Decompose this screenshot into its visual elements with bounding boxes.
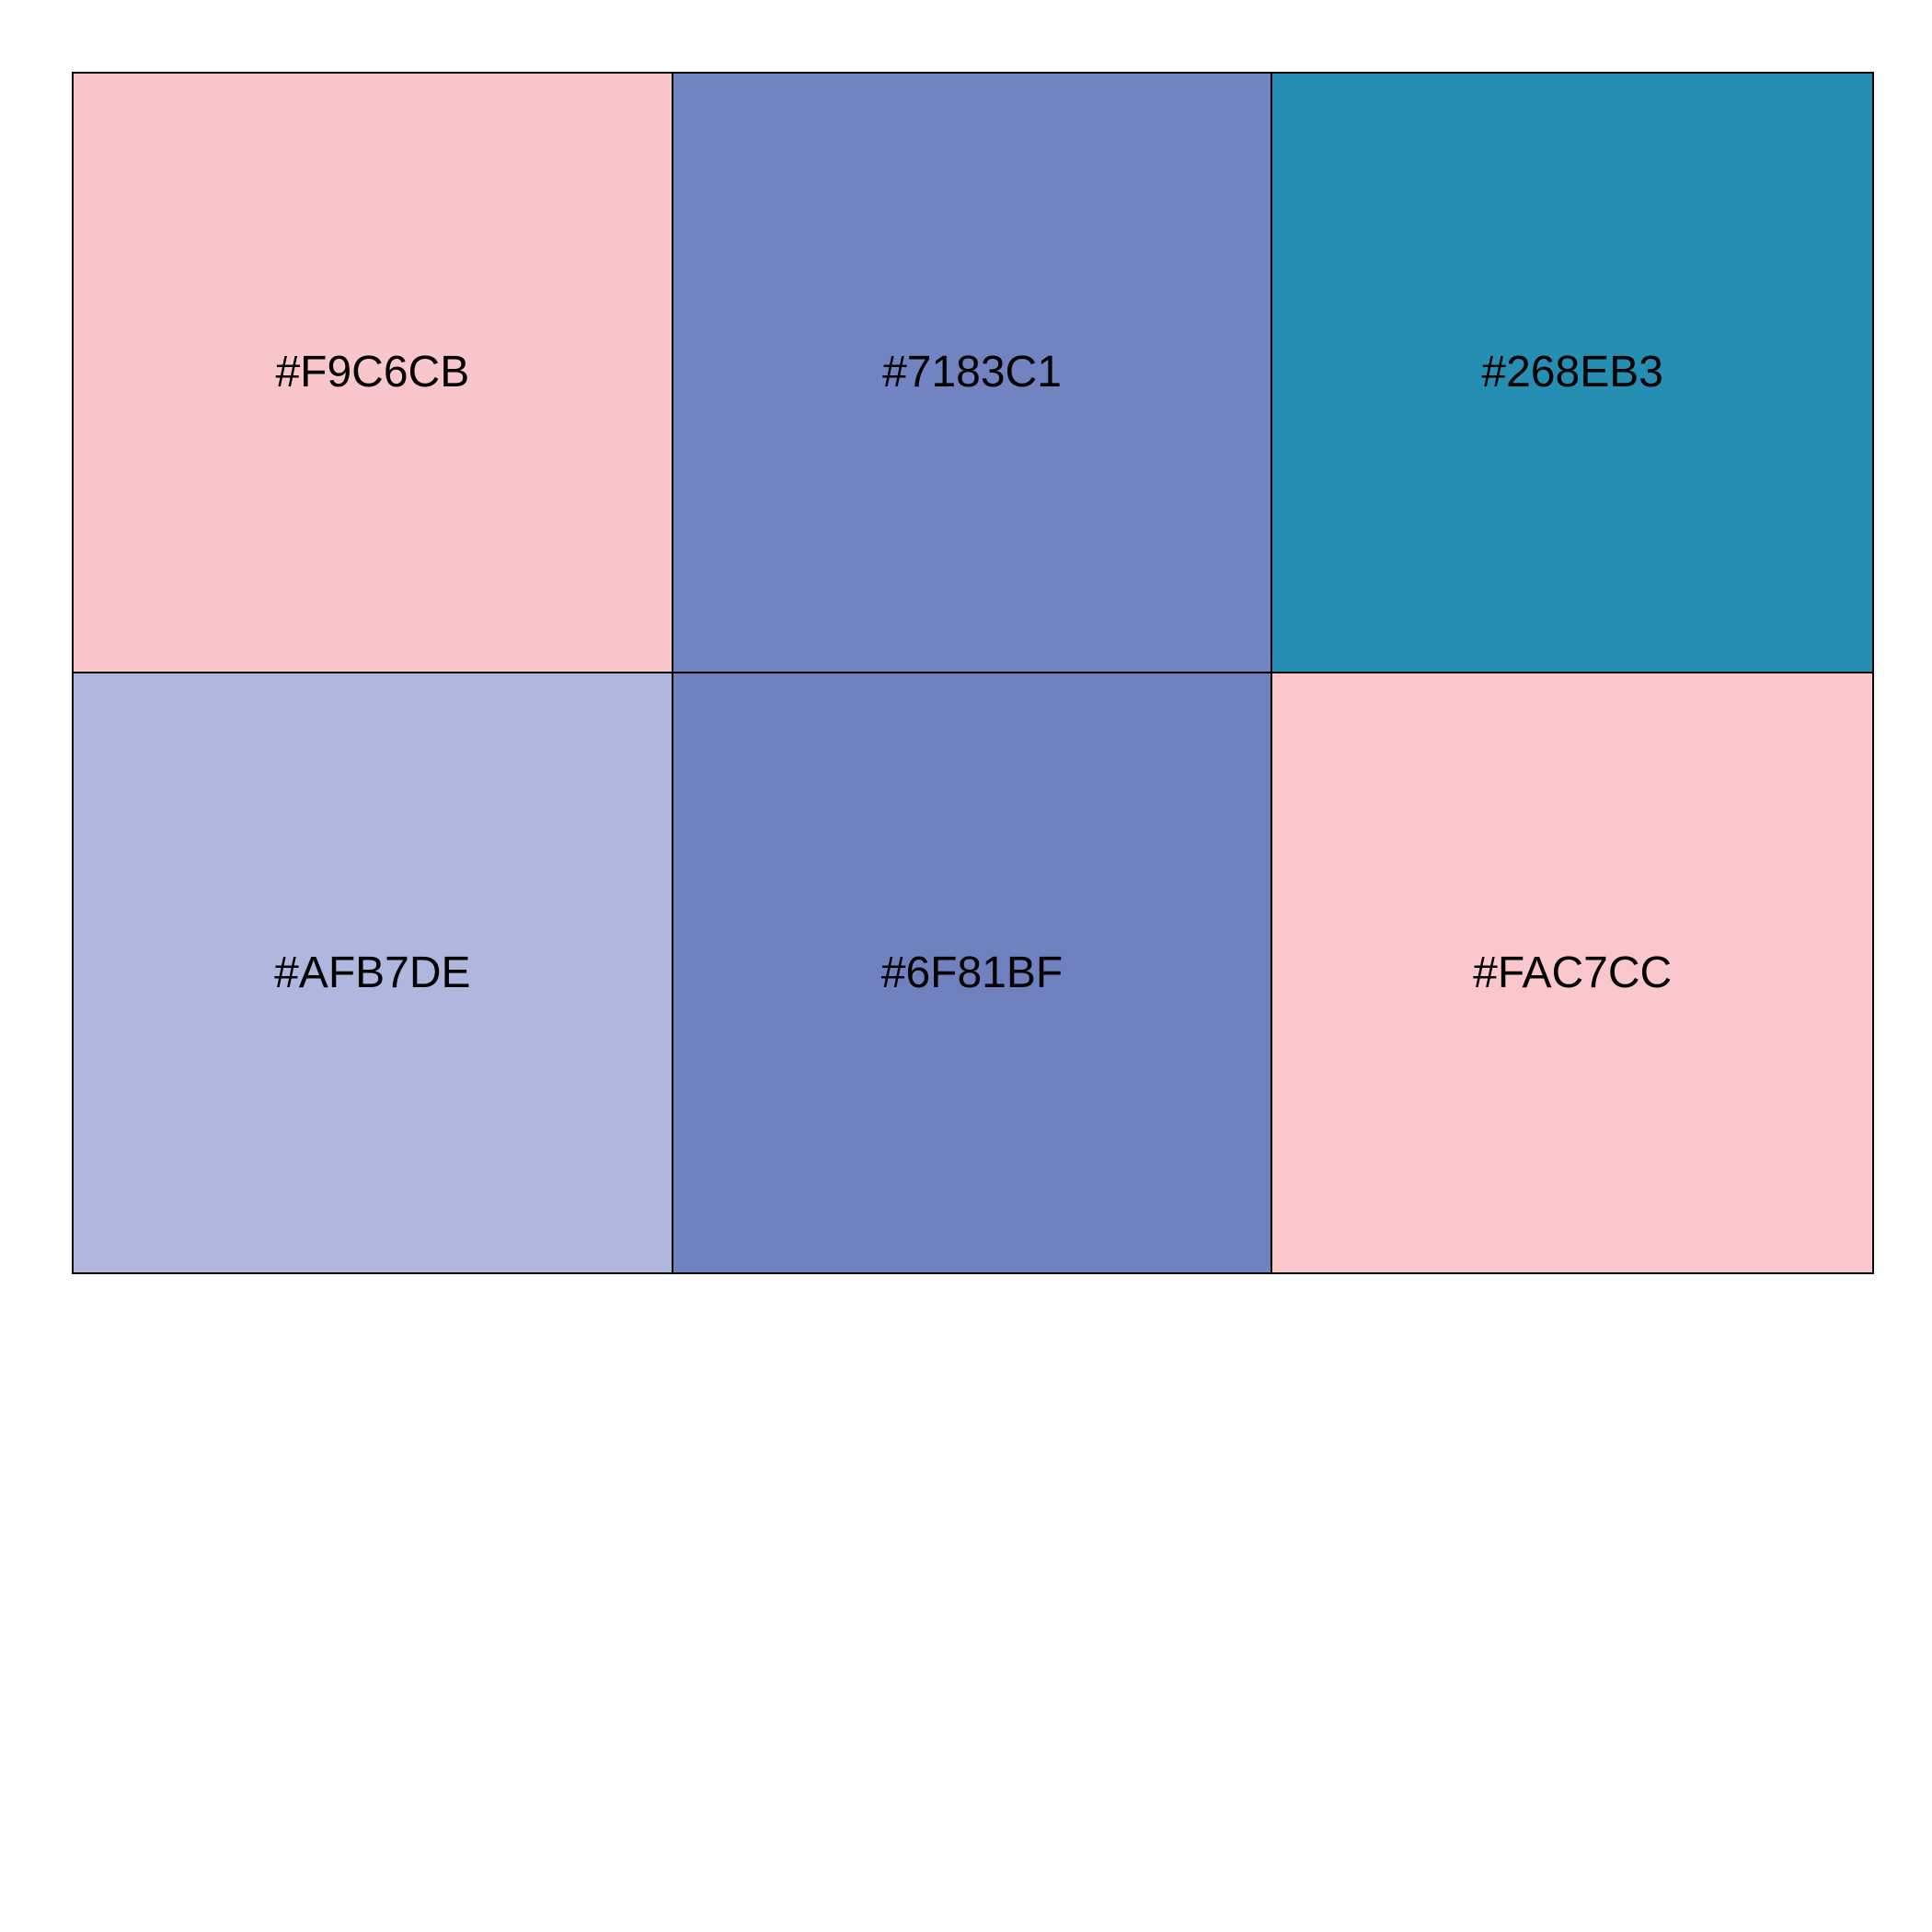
color-swatch: #268EB3 <box>1272 74 1872 673</box>
swatch-hex-label: #6F81BF <box>880 948 1064 997</box>
color-swatch: #6F81BF <box>673 673 1273 1272</box>
color-palette-grid: #F9C6CB #7183C1 #268EB3 #AFB7DE #6F81BF … <box>72 72 1874 1274</box>
color-swatch: #7183C1 <box>673 74 1273 673</box>
swatch-hex-label: #7183C1 <box>882 348 1062 397</box>
swatch-hex-label: #FAC7CC <box>1473 948 1673 997</box>
color-swatch: #F9C6CB <box>74 74 673 673</box>
swatch-hex-label: #F9C6CB <box>275 348 470 397</box>
color-swatch: #FAC7CC <box>1272 673 1872 1272</box>
swatch-hex-label: #AFB7DE <box>274 948 471 997</box>
swatch-hex-label: #268EB3 <box>1481 348 1663 397</box>
color-swatch: #AFB7DE <box>74 673 673 1272</box>
